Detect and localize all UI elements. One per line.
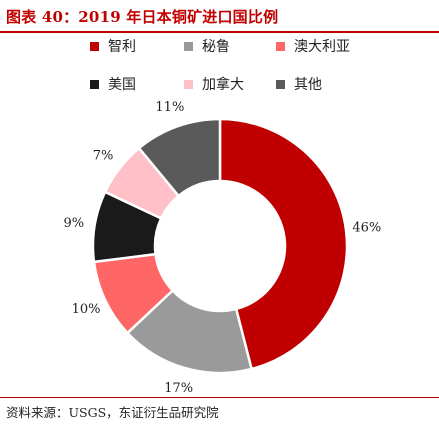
slice-other [137, 117, 222, 198]
data-label-canada: 7% [93, 148, 114, 163]
chart-header: 图表 40：2019 年日本铜矿进口国比例 [0, 0, 439, 33]
legend-item-canada: 加拿大 [184, 74, 244, 94]
data-label-peru: 17% [164, 381, 193, 395]
legend-item-usa: 美国 [90, 74, 136, 94]
chart-title: 图表 40：2019 年日本铜矿进口国比例 [6, 8, 279, 26]
legend-item-peru: 秘鲁 [184, 36, 230, 56]
data-label-other: 11% [155, 100, 184, 115]
legend-label-peru: 秘鲁 [202, 39, 230, 55]
legend-item-australia: 澳大利亚 [276, 36, 350, 56]
donut-chart-area: 46% 17% 10% 9% 7% 11% [0, 100, 439, 395]
legend-swatch-chile [90, 41, 99, 51]
donut-chart: 46% 17% 10% 9% 7% 11% [64, 100, 382, 395]
legend-swatch-peru [184, 41, 193, 51]
data-label-australia: 10% [72, 302, 101, 317]
data-label-usa: 9% [64, 216, 85, 231]
legend-label-canada: 加拿大 [202, 77, 244, 93]
chart-legend: 智利 秘鲁 澳大利亚 美国 加拿大 其他 [0, 36, 439, 106]
legend-label-chile: 智利 [108, 39, 136, 55]
legend-label-usa: 美国 [108, 77, 136, 93]
legend-label-australia: 澳大利亚 [294, 39, 350, 55]
legend-swatch-other [276, 79, 285, 89]
data-label-chile: 46% [352, 220, 381, 235]
legend-swatch-canada [184, 79, 193, 89]
legend-item-other: 其他 [276, 74, 322, 94]
source-divider [0, 397, 439, 398]
legend-swatch-australia [276, 41, 285, 51]
legend-label-other: 其他 [294, 77, 322, 93]
legend-swatch-usa [90, 79, 99, 89]
legend-item-chile: 智利 [90, 36, 136, 56]
slice-chile [218, 117, 349, 371]
title-divider [0, 31, 439, 33]
source-note: 资料来源：USGS，东证衍生品研究院 [6, 405, 219, 420]
